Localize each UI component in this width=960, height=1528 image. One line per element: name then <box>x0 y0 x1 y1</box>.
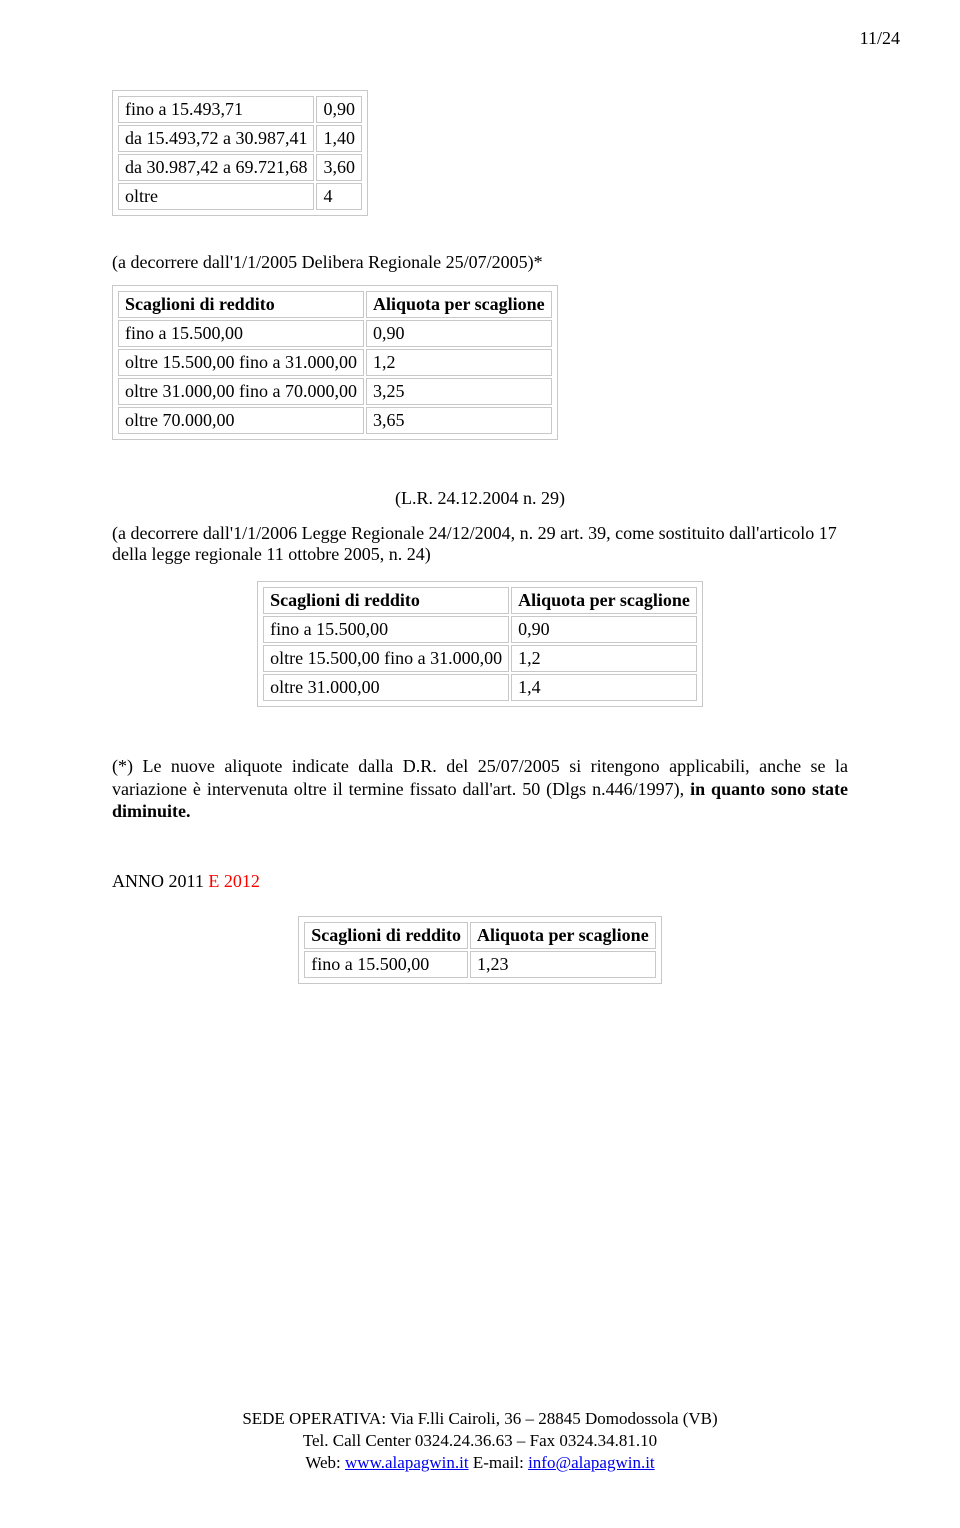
table-3: Scaglioni di reddito Aliquota per scagli… <box>257 581 703 707</box>
table-1: fino a 15.493,71 0,90 da 15.493,72 a 30.… <box>112 90 368 216</box>
table-2: Scaglioni di reddito Aliquota per scagli… <box>112 285 558 440</box>
table-header-row: Scaglioni di reddito Aliquota per scagli… <box>263 587 697 614</box>
footer-line3: Web: www.alapagwin.it E-mail: info@alapa… <box>0 1452 960 1474</box>
table-header-row: Scaglioni di reddito Aliquota per scagli… <box>304 922 655 949</box>
page-footer: SEDE OPERATIVA: Via F.lli Cairoli, 36 – … <box>0 1408 960 1474</box>
year-heading: ANNO 2011 E 2012 <box>112 871 848 892</box>
cell: 1,4 <box>511 674 697 701</box>
table-row: fino a 15.493,71 0,90 <box>118 96 362 123</box>
year-red: E 2012 <box>208 871 260 891</box>
table-row: oltre 15.500,00 fino a 31.000,00 1,2 <box>118 349 552 376</box>
cell: 4 <box>316 183 362 210</box>
center-block: (L.R. 24.12.2004 n. 29) (a decorrere dal… <box>112 488 848 717</box>
cell: oltre <box>118 183 314 210</box>
cell: 3,60 <box>316 154 362 181</box>
table-row: oltre 31.000,00 1,4 <box>263 674 697 701</box>
col-header: Aliquota per scaglione <box>470 922 656 949</box>
cell: 1,40 <box>316 125 362 152</box>
cell: 3,65 <box>366 407 552 434</box>
cell: oltre 70.000,00 <box>118 407 364 434</box>
cell: oltre 15.500,00 fino a 31.000,00 <box>118 349 364 376</box>
cell: 1,2 <box>511 645 697 672</box>
cell: 0,90 <box>366 320 552 347</box>
footer-email-label: E-mail: <box>469 1453 528 1472</box>
col-header: Scaglioni di reddito <box>304 922 468 949</box>
law-reference: (L.R. 24.12.2004 n. 29) <box>112 488 848 509</box>
cell: oltre 31.000,00 <box>263 674 509 701</box>
cell: fino a 15.500,00 <box>304 951 468 978</box>
cell: 0,90 <box>511 616 697 643</box>
table-header-row: Scaglioni di reddito Aliquota per scagli… <box>118 291 552 318</box>
table-4: Scaglioni di reddito Aliquota per scagli… <box>298 916 661 984</box>
table-row: da 30.987,42 a 69.721,68 3,60 <box>118 154 362 181</box>
table-row: fino a 15.500,00 0,90 <box>263 616 697 643</box>
footer-line1: SEDE OPERATIVA: Via F.lli Cairoli, 36 – … <box>0 1408 960 1430</box>
footer-web-link[interactable]: www.alapagwin.it <box>345 1453 469 1472</box>
cell: da 30.987,42 a 69.721,68 <box>118 154 314 181</box>
table-row: oltre 15.500,00 fino a 31.000,00 1,2 <box>263 645 697 672</box>
footer-email-link[interactable]: info@alapagwin.it <box>528 1453 655 1472</box>
footer-web-label: Web: <box>305 1453 345 1472</box>
cell: 3,25 <box>366 378 552 405</box>
cell: fino a 15.500,00 <box>263 616 509 643</box>
col-header: Aliquota per scaglione <box>511 587 697 614</box>
footer-line2: Tel. Call Center 0324.24.36.63 – Fax 032… <box>0 1430 960 1452</box>
table-row: da 15.493,72 a 30.987,41 1,40 <box>118 125 362 152</box>
cell: oltre 15.500,00 fino a 31.000,00 <box>263 645 509 672</box>
intro-decorrere-2006: (a decorrere dall'1/1/2006 Legge Regiona… <box>112 523 848 565</box>
intro-decorrere-2005: (a decorrere dall'1/1/2005 Delibera Regi… <box>112 252 848 273</box>
table-row: fino a 15.500,00 0,90 <box>118 320 552 347</box>
cell: 0,90 <box>316 96 362 123</box>
year-black: ANNO 2011 <box>112 871 208 891</box>
cell: da 15.493,72 a 30.987,41 <box>118 125 314 152</box>
footnote-star: (*) Le nuove aliquote indicate dalla D.R… <box>112 755 848 823</box>
col-header: Aliquota per scaglione <box>366 291 552 318</box>
table-row: oltre 4 <box>118 183 362 210</box>
page-number: 11/24 <box>860 28 900 49</box>
cell: 1,2 <box>366 349 552 376</box>
table-row: oltre 31.000,00 fino a 70.000,00 3,25 <box>118 378 552 405</box>
table-row: fino a 15.500,00 1,23 <box>304 951 655 978</box>
cell: fino a 15.493,71 <box>118 96 314 123</box>
page-content: fino a 15.493,71 0,90 da 15.493,72 a 30.… <box>112 90 848 994</box>
cell: oltre 31.000,00 fino a 70.000,00 <box>118 378 364 405</box>
col-header: Scaglioni di reddito <box>118 291 364 318</box>
cell: fino a 15.500,00 <box>118 320 364 347</box>
cell: 1,23 <box>470 951 656 978</box>
col-header: Scaglioni di reddito <box>263 587 509 614</box>
table-row: oltre 70.000,00 3,65 <box>118 407 552 434</box>
